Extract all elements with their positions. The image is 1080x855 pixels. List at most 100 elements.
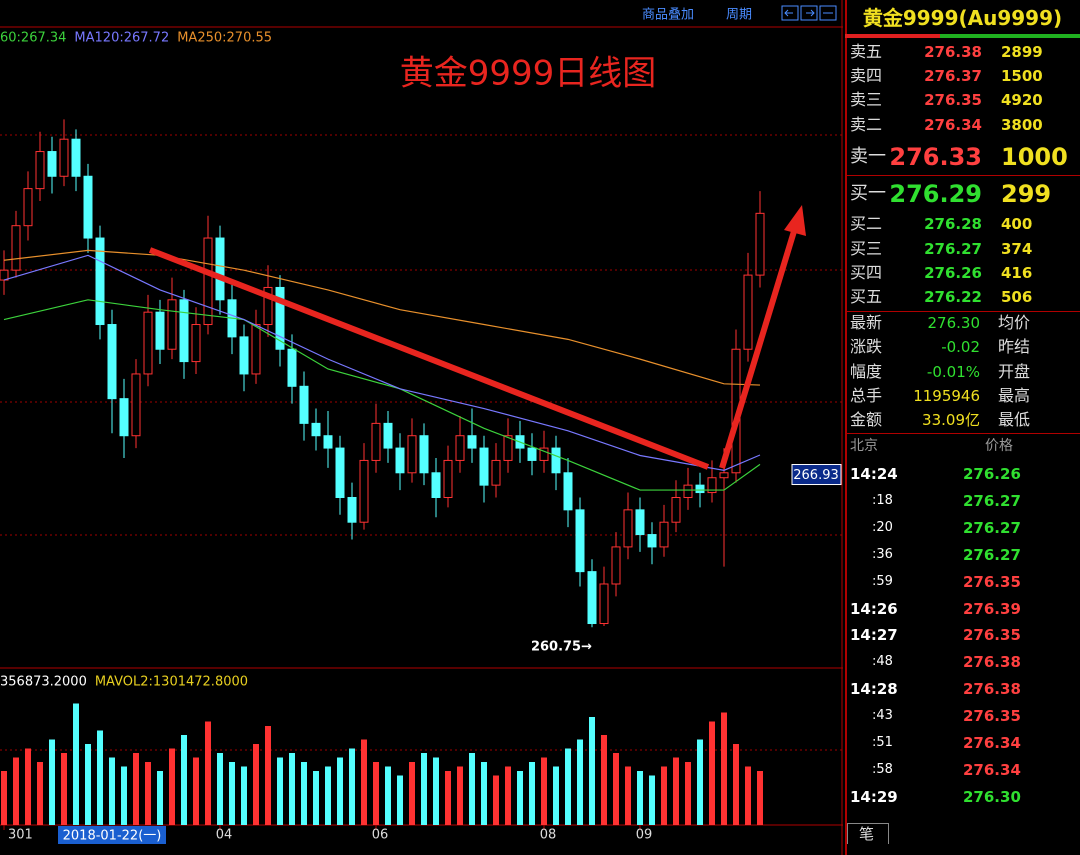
level-label: 卖二 [850,115,883,134]
candle-body [371,422,381,461]
tick-price: 276.27 [963,518,1021,537]
stat-label: 最新 [850,313,883,332]
ticks-header: 北京 [850,438,878,454]
volume-bar [13,757,19,825]
volume-bar [517,771,523,825]
candle-body [479,447,489,486]
candle-body [719,472,729,479]
candle-body [143,311,153,375]
strip [940,34,1080,38]
overlay-button[interactable]: 商品叠加 [642,8,694,23]
price-marker-box [791,464,842,486]
volume-bar [721,712,727,825]
volume-bar [457,766,463,825]
volume-bar [133,753,139,825]
tick-time: 14:28 [850,680,898,699]
level-volume: 1500 [1001,67,1043,85]
candle-body [179,299,189,363]
candle-body [659,521,669,548]
ma-legend: 60:267.34 [0,31,66,46]
volume-bar [445,771,451,825]
tick-price: 276.38 [963,680,1021,699]
candle-body [623,509,633,548]
volume-bar [625,766,631,825]
stat-label: 昨结 [998,337,1031,357]
volume-bar [565,748,571,825]
stat-label: 幅度 [850,361,883,381]
volume-bar [181,735,187,825]
x-tick-label: 08 [540,828,557,843]
candle-body [275,286,285,350]
volume-bar [373,762,379,825]
nav-icons[interactable] [781,5,837,21]
volume-bar [109,757,115,825]
volume-bar [37,762,43,825]
volume-bar [217,753,223,825]
volume-bar [301,762,307,825]
candle-body [527,447,537,461]
stat-label: 最低 [998,410,1031,430]
volume-bar [757,771,763,825]
tab-box[interactable] [847,823,889,844]
price-marker: 266.93 [793,468,839,483]
volume-bar [325,766,331,825]
level-volume: 416 [1001,264,1033,282]
candle-body [575,509,585,573]
volume-bar [433,757,439,825]
volume-bar [169,748,175,825]
candle-body [443,459,453,498]
volume-bar [397,775,403,825]
stat-value: -0.02 [941,338,980,357]
ma-line [3,254,761,471]
candle-body [251,324,261,375]
candle-body [587,571,597,625]
level-price: 276.35 [924,91,982,109]
tick-price: 276.34 [963,760,1021,779]
volume-bar [229,762,235,825]
tick-price: 276.30 [963,787,1021,806]
volume-bar [577,739,583,825]
period-button[interactable]: 周期 [726,8,752,23]
candle-body [743,274,753,350]
candle-body [755,212,765,276]
level-label: 买二 [850,214,883,233]
tick-time: 14:29 [850,787,898,806]
panel-title: 黄金9999(Au9999) [862,6,1063,30]
candle-body [599,583,609,625]
candle-body [611,546,621,585]
tick-price: 276.35 [963,626,1021,645]
tick-time: :43 [872,708,893,724]
stat-label: 最高 [998,385,1031,405]
tick-price: 276.27 [963,545,1021,564]
ma-line [3,299,761,491]
candle-body [647,534,657,548]
separator [845,0,847,855]
volume-bar [697,739,703,825]
tick-time: :48 [872,654,893,670]
volume-bar [25,748,31,825]
tick-price: 276.35 [963,572,1021,591]
level-label: 买五 [850,287,883,306]
volume-bar [349,748,355,825]
level-price: 276.33 [889,143,982,171]
tab[interactable]: 笔 [859,825,875,843]
stat-value: 276.30 [927,314,981,332]
x-tick-label: 09 [636,828,653,843]
volume-bar [481,762,487,825]
trend-annotation [148,205,806,470]
volume-bar [241,766,247,825]
volume-bar [589,717,595,825]
level-volume: 299 [1001,180,1052,208]
candle-body [23,188,33,227]
low-label: 260.75→ [531,640,592,655]
tick-price: 276.39 [963,599,1021,618]
candle-body [47,151,57,177]
tick-price: 276.26 [963,465,1021,483]
volume-bar [637,771,643,825]
candle-body [263,286,273,326]
volume-bar [649,775,655,825]
candle-body [335,447,345,498]
volume-bar [97,730,103,825]
quote-panel: 黄金9999(Au9999) 卖五 276.38 2899 卖四 276.37 1500 卖三… [845,0,1080,855]
candle-body [71,138,81,177]
